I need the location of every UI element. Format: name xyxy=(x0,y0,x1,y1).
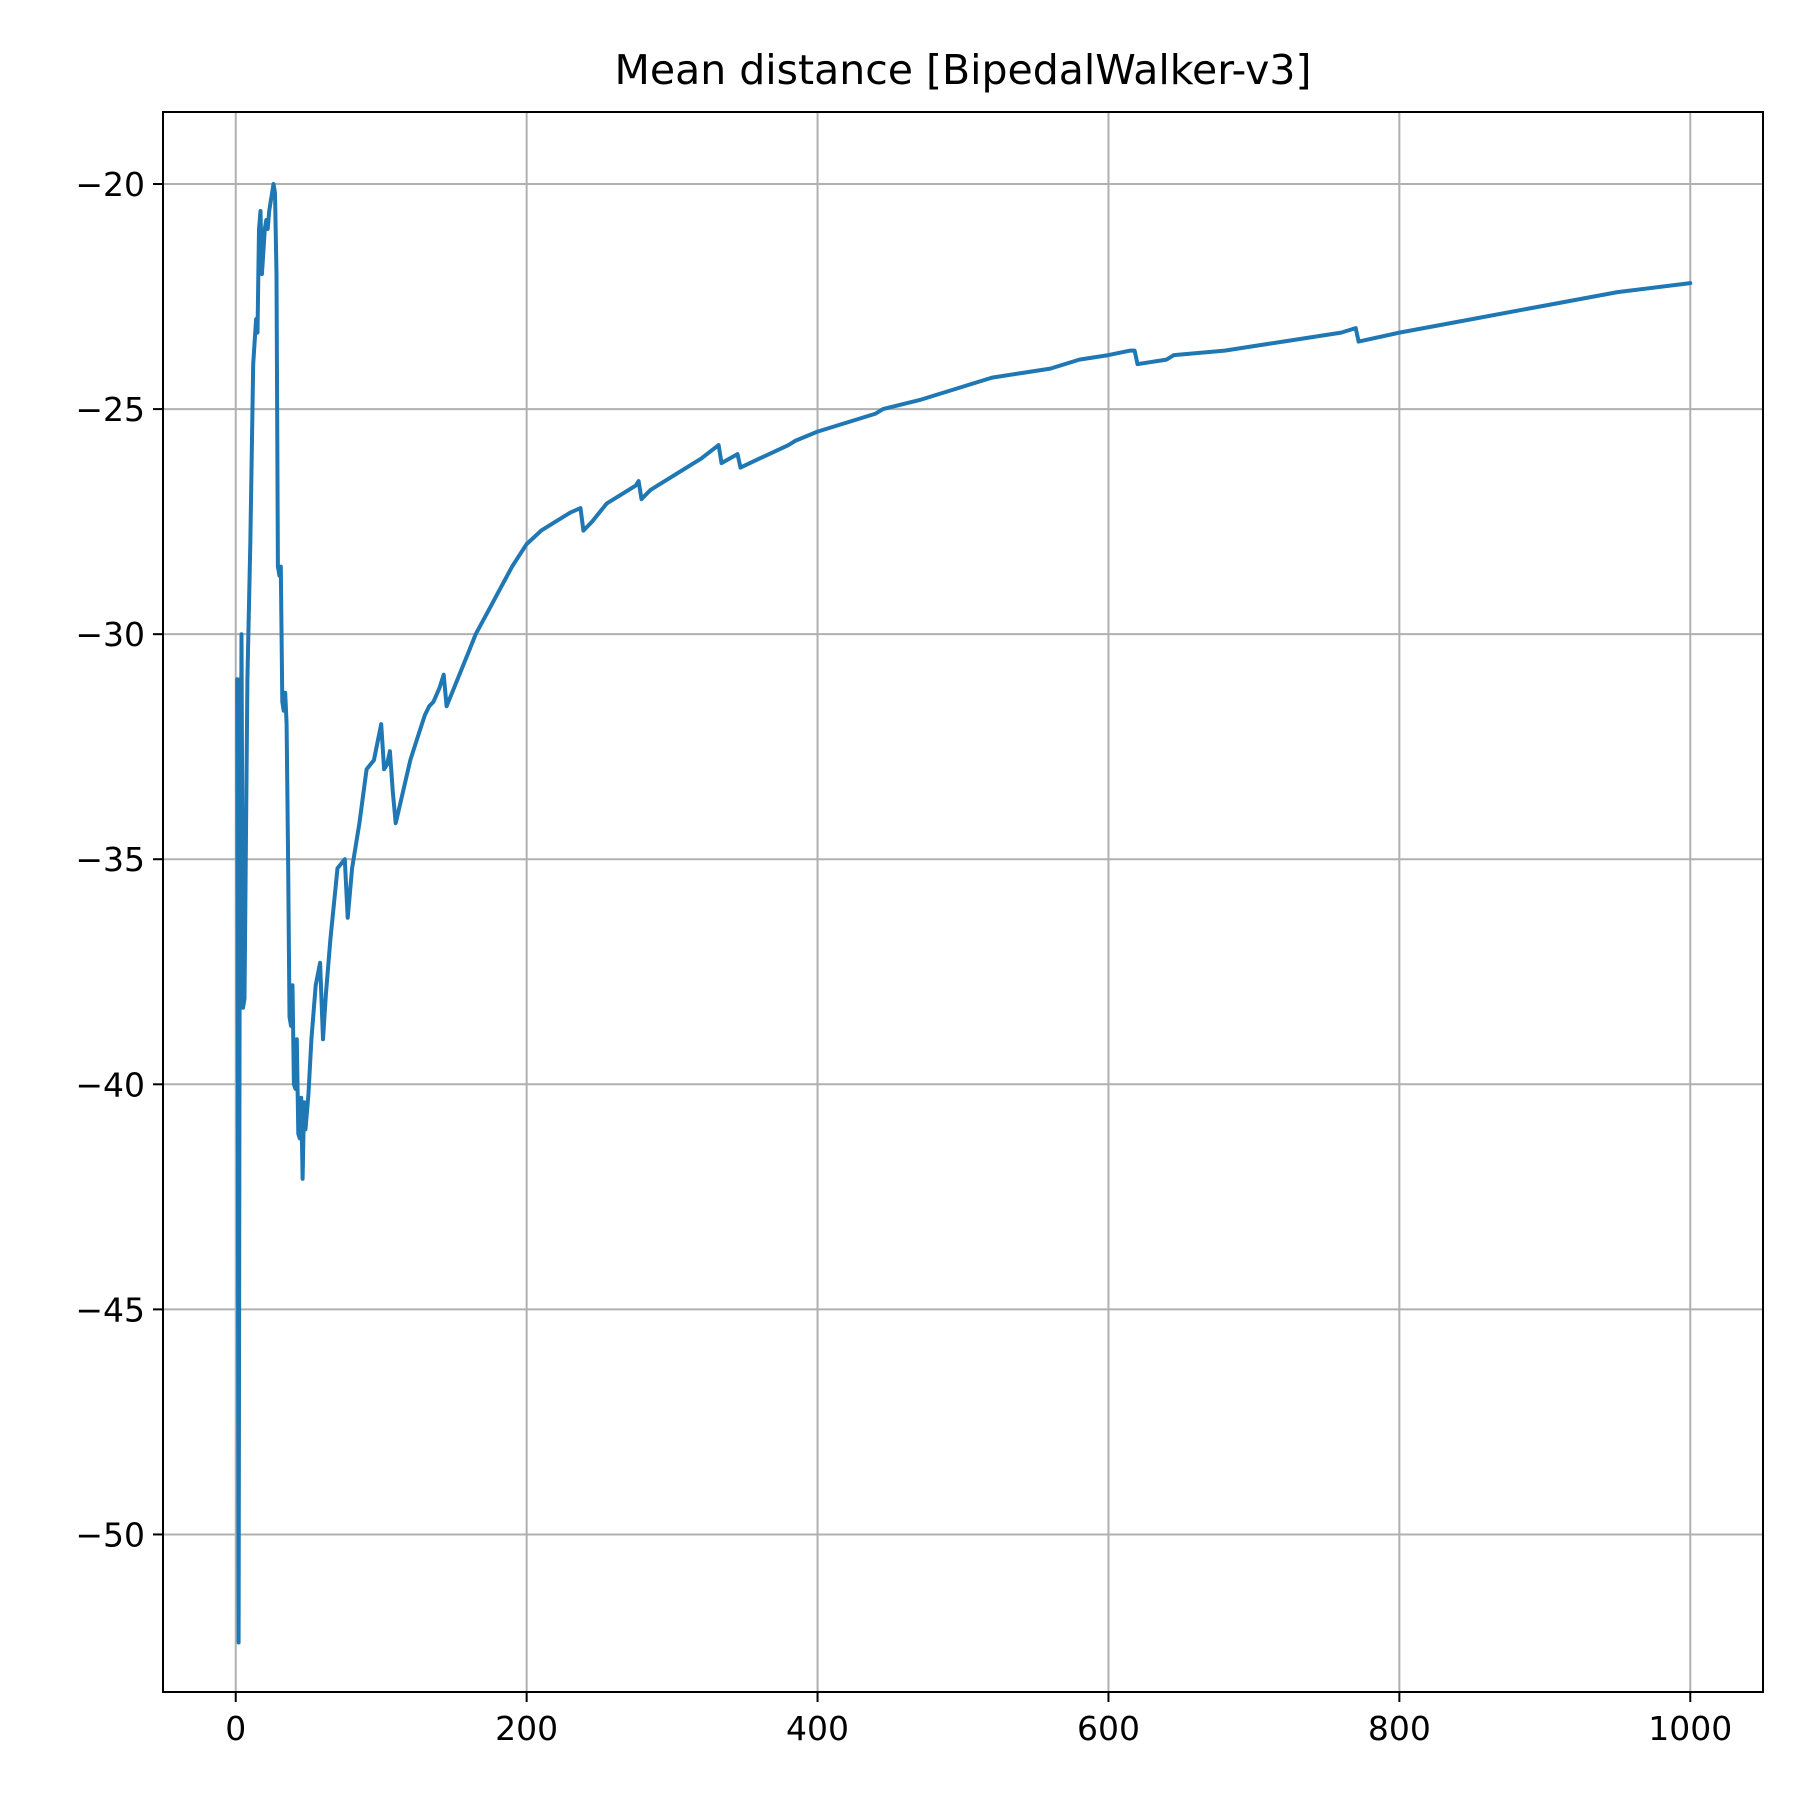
x-tick-label: 600 xyxy=(1077,1709,1140,1748)
ticks: 0 200 400 600 800 1000 −20 −25 −30 −35 −40 −45 −50 xyxy=(75,165,1732,1748)
y-tick-label: −30 xyxy=(75,615,145,654)
x-tick-label: 200 xyxy=(495,1709,558,1748)
x-tick-label: 400 xyxy=(786,1709,849,1748)
y-tick-label: −35 xyxy=(75,840,145,879)
x-tick-label: 0 xyxy=(225,1709,246,1748)
x-tick-label: 1000 xyxy=(1648,1709,1732,1748)
x-tick-label: 800 xyxy=(1368,1709,1431,1748)
series-layer xyxy=(235,182,1693,1645)
series-line xyxy=(235,182,1693,1645)
y-tick-label: −20 xyxy=(75,165,145,204)
grid-lines xyxy=(163,112,1763,1692)
y-tick-label: −40 xyxy=(75,1065,145,1104)
y-tick-label: −50 xyxy=(75,1515,145,1554)
y-tick-label: −45 xyxy=(75,1290,145,1329)
chart-title: Mean distance [BipedalWalker-v3] xyxy=(614,46,1311,94)
y-tick-label: −25 xyxy=(75,390,145,429)
plot-frame xyxy=(162,111,1764,1693)
